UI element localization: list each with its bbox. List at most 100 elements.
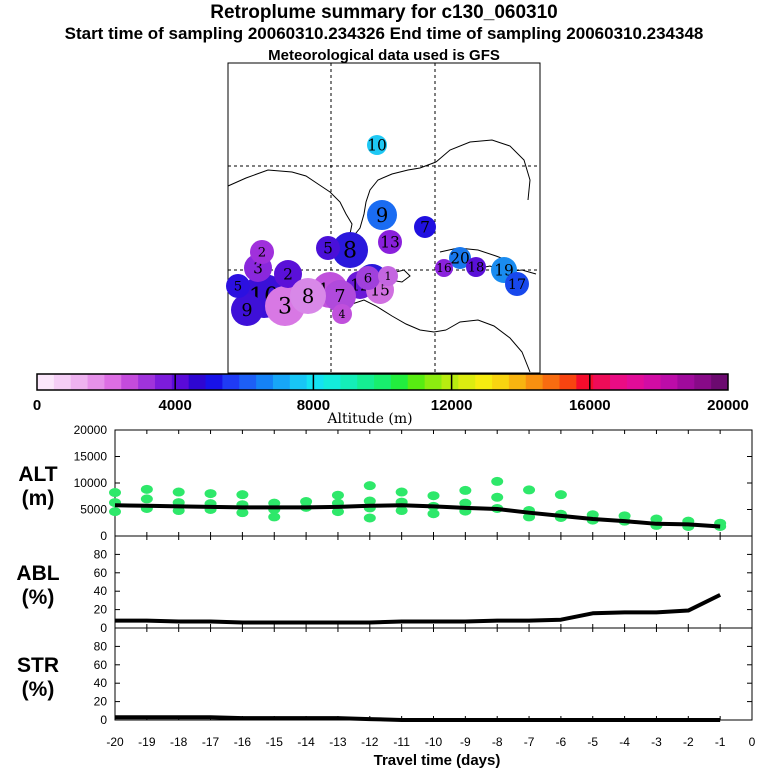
plume-day-label: 8 (343, 239, 357, 264)
x-tick-label: 0 (749, 735, 756, 749)
colorbar-cell (222, 374, 240, 390)
plume-day-label: 9 (376, 204, 389, 227)
altitude-point (491, 476, 504, 486)
map-panel: 109785132019181716141211151093276841532 (226, 62, 541, 374)
plume-bubble (332, 304, 352, 324)
altitude-point (331, 507, 344, 517)
colorbar-cell (70, 374, 89, 390)
colorbar-cell (458, 374, 476, 390)
y-tick-label: 5000 (80, 503, 107, 517)
plume-day-label: 13 (380, 233, 400, 251)
plume-bubble (378, 230, 402, 254)
plume-bubble (367, 200, 397, 230)
colorbar-cell (576, 374, 594, 390)
altitude-point (395, 506, 408, 516)
x-tick-label: -13 (329, 735, 347, 749)
plume-bubble (290, 278, 326, 314)
panel-yunit: (m) (22, 487, 55, 510)
plume-day-label: 17 (508, 277, 526, 293)
colorbar-tick-label: 8000 (297, 397, 330, 414)
y-tick-label: 20000 (74, 423, 108, 437)
colorbar-cell (424, 374, 442, 390)
colorbar-frame (36, 373, 729, 391)
coastline (389, 269, 411, 283)
plume-day-label: 20 (450, 249, 470, 267)
plume-bubble (231, 294, 263, 326)
plume-bubble (226, 274, 250, 298)
panel-ylabel: ALT (18, 463, 57, 486)
colorbar-cell (660, 374, 678, 390)
plume-bubble (435, 259, 453, 277)
colorbar-cell (626, 374, 645, 390)
plume-day-label: 18 (468, 261, 485, 276)
colorbar-tick-label: 0 (33, 397, 41, 414)
altitude-point (140, 494, 153, 504)
x-tick-label: -5 (587, 735, 598, 749)
x-tick-label: -16 (234, 735, 252, 749)
colorbar-cell (138, 374, 156, 390)
colorbar-cell (390, 374, 409, 390)
x-tick-label: -15 (266, 735, 284, 749)
plume-day-label: 16 (436, 261, 451, 275)
plume-day-label: 7 (420, 218, 430, 236)
colorbar-cell (357, 374, 375, 390)
colorbar-cell (475, 374, 493, 390)
colorbar-cell (593, 374, 611, 390)
x-tick-label: -4 (619, 735, 630, 749)
altitude-point (109, 488, 121, 498)
y-tick-label: 80 (94, 547, 108, 561)
y-tick-label: 0 (100, 529, 107, 543)
panel-yunit: (%) (22, 586, 55, 609)
altitude-point (268, 512, 281, 522)
x-tick-label: -11 (393, 735, 410, 749)
altitude-point (459, 498, 472, 508)
altitude-point (363, 513, 376, 523)
x-axis-label: Travel time (days) (374, 752, 501, 768)
colorbar-cell (272, 374, 291, 390)
plume-bubble (316, 236, 340, 260)
x-tick-label: -6 (556, 735, 567, 749)
y-tick-label: 60 (94, 658, 108, 672)
altitude-point (300, 497, 313, 507)
plume-bubble (274, 260, 302, 288)
colorbar-cell (711, 374, 729, 390)
altitude-point (363, 481, 376, 491)
plume-day-label: 3 (253, 259, 263, 277)
altitude-point (459, 485, 472, 495)
plume-day-label: 2 (258, 246, 266, 261)
altitude-point (109, 507, 121, 517)
x-tick-label: -3 (651, 735, 662, 749)
x-tick-label: -14 (297, 735, 315, 749)
panel-alt: 0 5000 10000 15000 20000 ALT(m) (18, 423, 753, 543)
colorbar-cell (643, 374, 662, 390)
plume-day-label: 10 (367, 136, 387, 154)
panel-str: 0 20 40 60 80 STR(%) (17, 627, 753, 727)
plume-bubble (367, 135, 387, 155)
colorbar-cell (677, 374, 695, 390)
colorbar-label: Altitude (m) (326, 411, 412, 427)
colorbar-cell (542, 374, 560, 390)
colorbar-cell (104, 374, 122, 390)
colorbar-cell (610, 374, 628, 390)
altitude-point (395, 487, 408, 497)
altitude-point (427, 491, 440, 501)
series-line-alt (114, 503, 721, 529)
x-tick-label: -19 (138, 735, 156, 749)
altitude-point (618, 511, 631, 521)
plume-bubble (505, 272, 529, 296)
plume-day-label: 6 (364, 272, 372, 287)
altitude-point (236, 508, 249, 518)
y-tick-label: 0 (100, 713, 107, 727)
x-tick-label: -10 (425, 735, 443, 749)
colorbar-cell (53, 374, 72, 390)
x-tick-label: -2 (683, 735, 694, 749)
chart-title: Retroplume summary for c130_060310 (210, 2, 558, 23)
x-axis: -20 -19 -18 -17 -16 -15 -14 -13 -12 -11 -10 -9 -8 -7-… (106, 735, 755, 749)
plume-bubble (324, 280, 356, 312)
colorbar-cell (306, 374, 325, 390)
plume-day-label: 19 (494, 261, 514, 279)
plume-bubble (250, 240, 274, 264)
colorbar-cell (694, 374, 712, 390)
colorbar-cell (340, 374, 358, 390)
